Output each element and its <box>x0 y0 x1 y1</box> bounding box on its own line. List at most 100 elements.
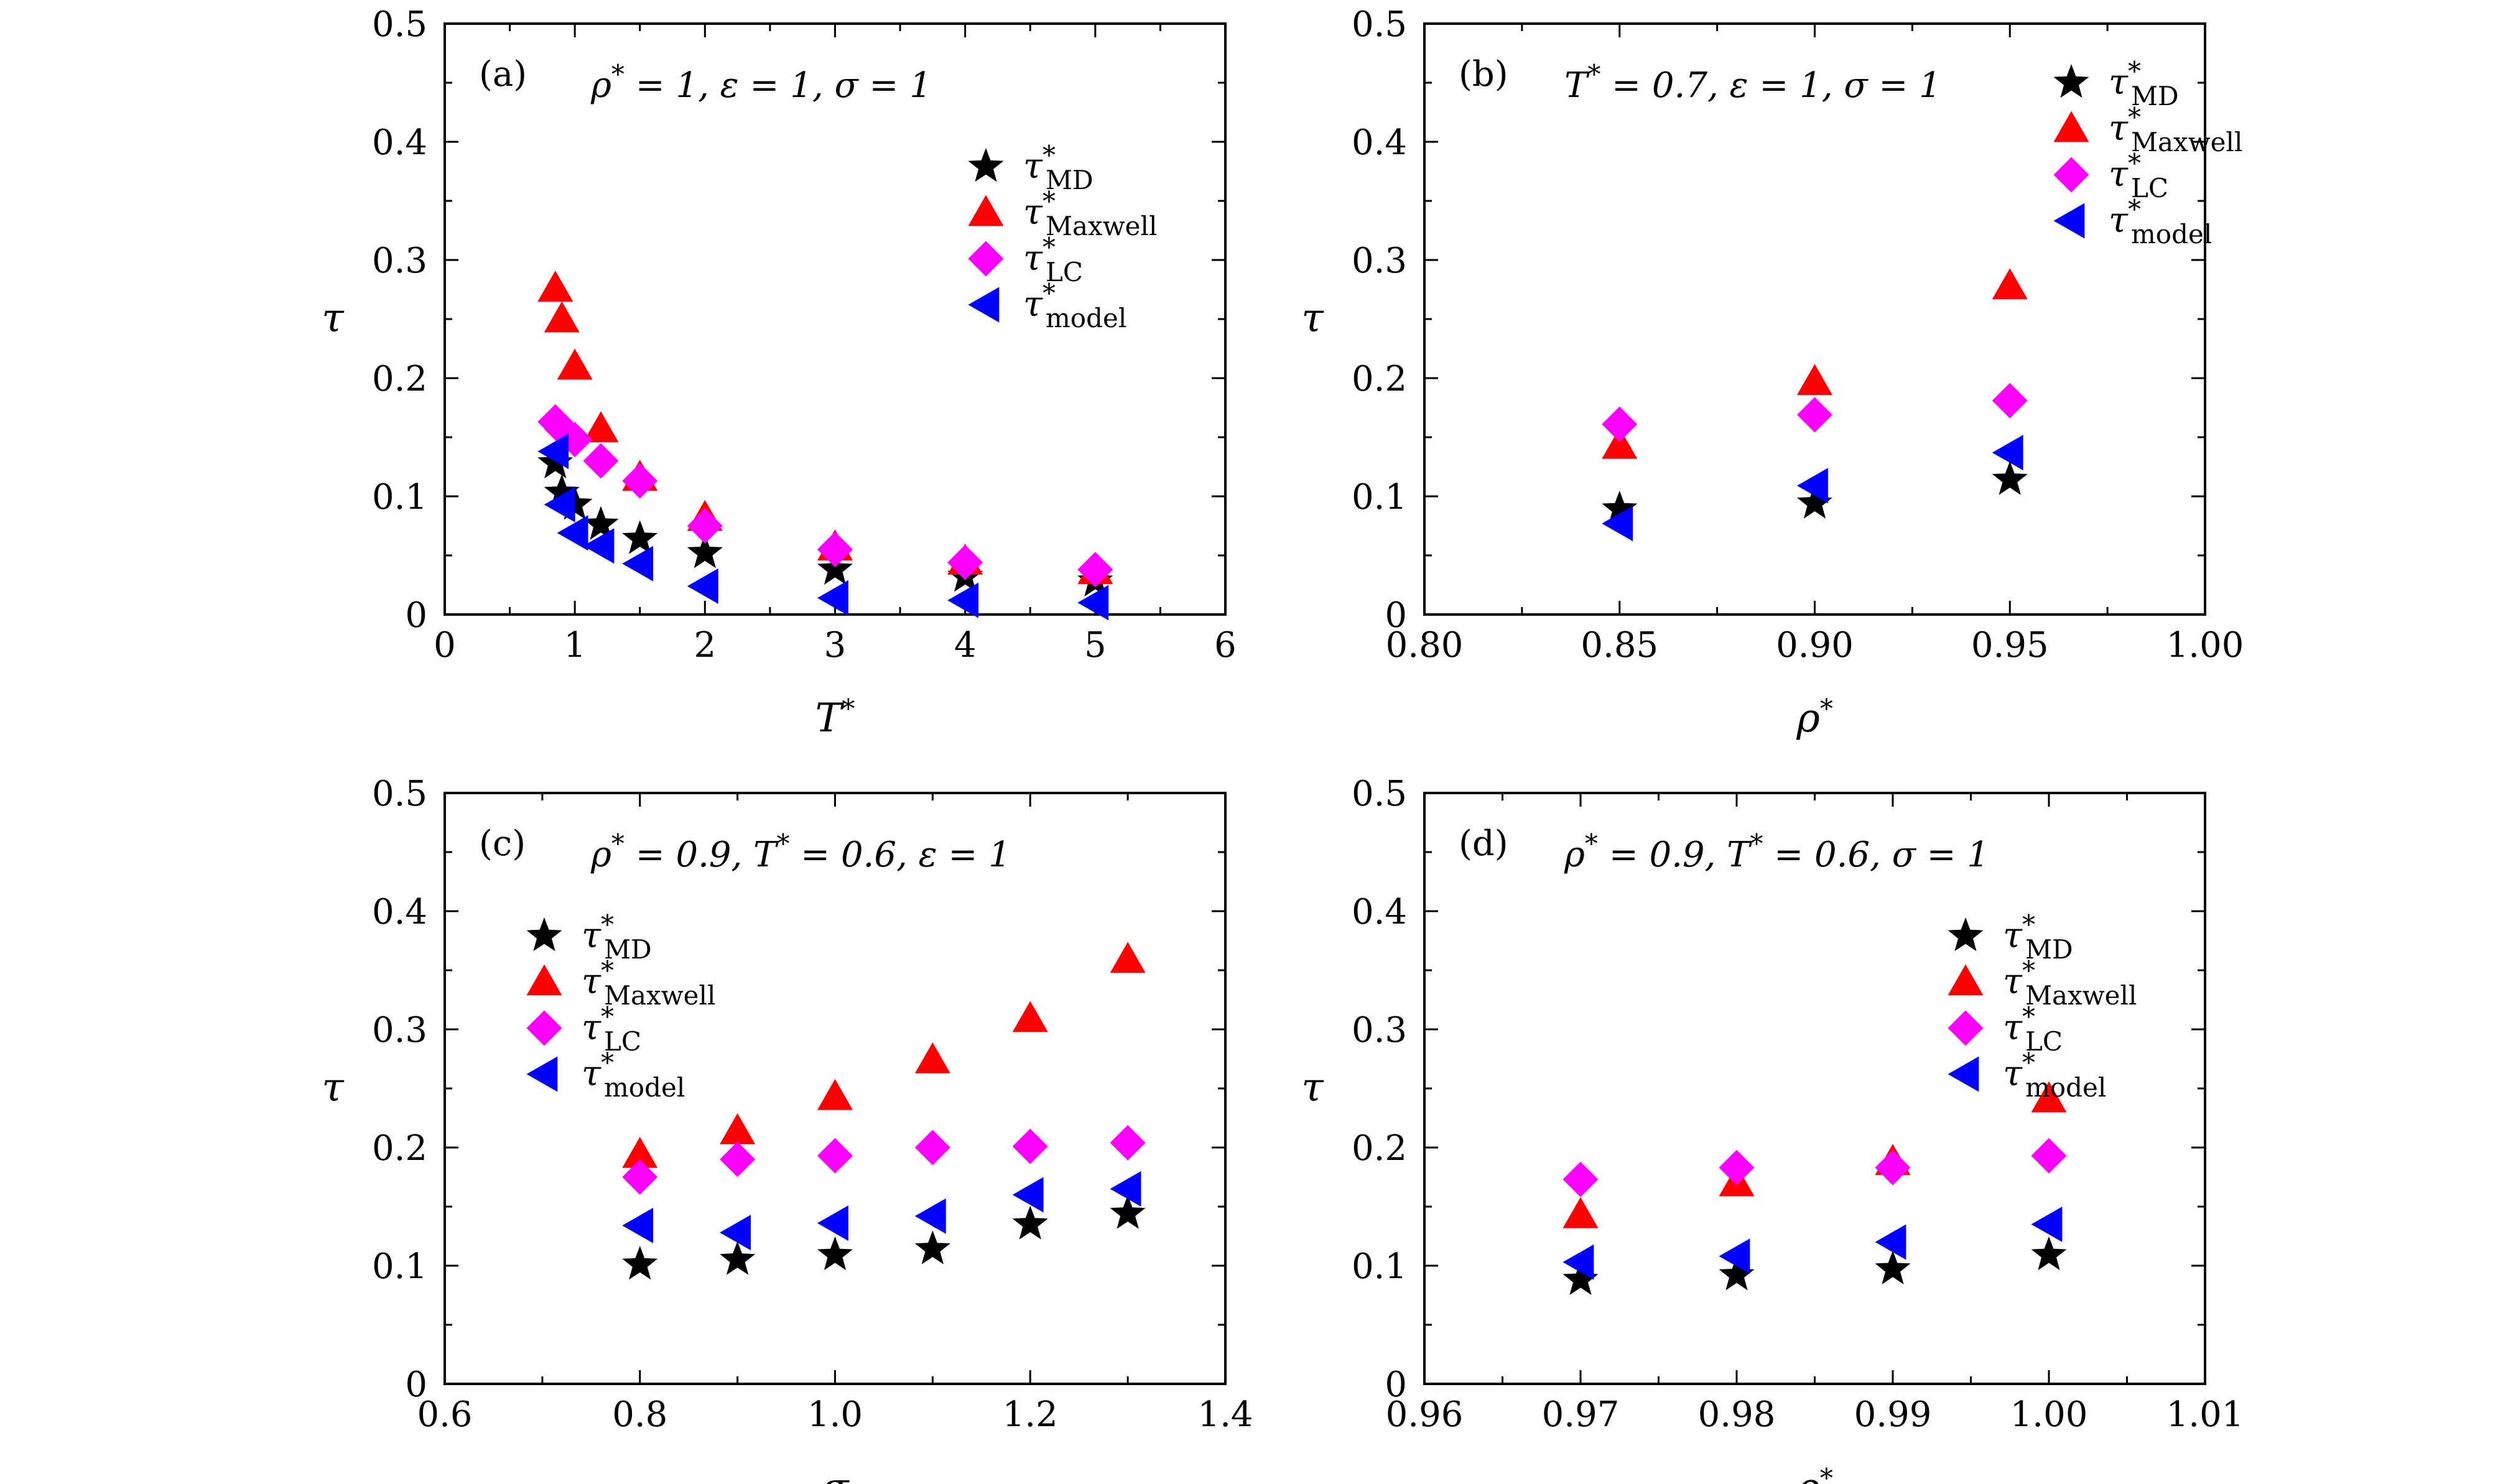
x-tick-label: 0.95 <box>1971 625 2049 665</box>
legend-label-tau_model: τ* model <box>582 1047 685 1103</box>
data-point-tau_MD <box>914 1230 950 1264</box>
x-tick-label: 1.0 <box>807 1394 863 1435</box>
data-point-tau_LC <box>1602 406 1638 442</box>
x-axis-label: ρ* <box>1796 693 1833 741</box>
panel-label: (c) <box>479 823 526 864</box>
legend-label-tau_Maxwell: τ* Maxwell <box>582 955 715 1011</box>
x-tick-label: 1.01 <box>2166 1394 2244 1435</box>
data-point-tau_model <box>817 580 848 616</box>
data-point-tau_LC <box>817 532 853 567</box>
data-point-tau_model <box>947 582 979 618</box>
legend-marker-tau_MD <box>1948 917 1984 952</box>
legend-label-tau_model: τ* model <box>2003 1047 2106 1103</box>
data-point-tau_model <box>817 1205 848 1241</box>
panel-0: 0 1 2 3 4 5 6 0 0.1 0.2 0.3 0.4 0.5 T* τ (a) ρ* = 1, ε =… <box>322 4 1237 741</box>
legend-label-tau_LC: τ* LC <box>1023 232 1083 287</box>
x-tick-label: 5 <box>1084 625 1107 665</box>
data-point-tau_LC <box>817 1138 853 1174</box>
y-tick-label: 0.4 <box>1352 892 1407 932</box>
data-point-tau_model <box>1875 1224 1906 1260</box>
data-point-tau_MD <box>1719 1256 1755 1291</box>
y-tick-label: 0.2 <box>372 1128 427 1169</box>
conditions-annotation: ρ* = 0.9, T* = 0.6, ε = 1 <box>590 828 1011 875</box>
data-point-tau_MD <box>1562 1261 1599 1296</box>
data-point-tau_LC <box>947 544 983 580</box>
data-point-tau_MD <box>1602 490 1638 525</box>
x-tick-label: 1.00 <box>2166 625 2244 665</box>
y-axis-label: τ <box>322 1065 345 1111</box>
legend-marker-tau_LC <box>1948 1010 1984 1046</box>
y-axis-label: τ <box>322 295 345 341</box>
panel-1: 0.80 0.85 0.90 0.95 1.00 0 0.1 0.2 0.3 0.4 0.5 ρ* τ (… <box>1301 4 2244 741</box>
data-point-tau_MD <box>2031 1236 2067 1271</box>
data-point-tau_Maxwell <box>537 271 573 302</box>
data-point-tau_LC <box>622 1159 658 1195</box>
legend-label-tau_Maxwell: τ* Maxwell <box>1023 186 1157 241</box>
y-tick-label: 0.3 <box>1352 1010 1407 1050</box>
data-point-tau_MD <box>1875 1250 1911 1284</box>
data-point-tau_LC <box>583 443 619 479</box>
legend-label-tau_Maxwell: τ* Maxwell <box>2003 955 2137 1011</box>
data-point-tau_model <box>583 528 615 564</box>
x-tick-label: 6 <box>1214 625 1237 665</box>
conditions-annotation: ρ* = 1, ε = 1, σ = 1 <box>590 59 932 106</box>
data-point-tau_Maxwell <box>622 1136 658 1168</box>
data-point-tau_Maxwell <box>817 1078 853 1110</box>
data-point-tau_MD <box>720 1241 756 1275</box>
x-tick-label: 0.90 <box>1776 625 1854 665</box>
y-tick-label: 0 <box>1385 1365 1407 1405</box>
panel-2: 0.6 0.8 1.0 1.2 1.4 0 0.1 0.2 0.3 0.4 0.5 σ τ (c) ρ* =… <box>322 774 1253 1484</box>
x-tick-label: 0.98 <box>1698 1394 1776 1435</box>
data-point-tau_LC <box>1110 1125 1146 1161</box>
data-point-tau_model <box>687 568 718 604</box>
data-point-tau_model <box>1110 1171 1141 1207</box>
data-point-tau_LC <box>2031 1138 2067 1174</box>
legend-label-tau_MD: τ* MD <box>2003 909 2073 965</box>
y-tick-label: 0.5 <box>372 774 427 814</box>
data-point-tau_LC <box>1797 397 1832 433</box>
panel-label: (b) <box>1459 54 1508 95</box>
panel-label: (d) <box>1459 823 1508 864</box>
legend-marker-tau_Maxwell <box>968 195 1004 226</box>
y-tick-label: 0 <box>405 595 427 636</box>
data-point-tau_LC <box>687 508 723 544</box>
plot-frame <box>1423 22 2206 616</box>
data-point-tau_LC <box>622 463 658 499</box>
data-point-tau_LC <box>1992 383 2028 419</box>
x-tick-label: 0.80 <box>1386 625 1464 665</box>
y-tick-label: 0.1 <box>1352 477 1407 517</box>
x-tick-label: 0 <box>434 625 456 665</box>
data-point-tau_model <box>1602 506 1633 542</box>
data-point-tau_model <box>1562 1244 1594 1280</box>
y-tick-label: 0.1 <box>372 477 427 517</box>
data-point-tau_Maxwell <box>2031 1081 2067 1113</box>
data-point-tau_Maxwell <box>1602 427 1638 459</box>
legend-label-tau_LC: τ* LC <box>2003 1001 2063 1057</box>
data-point-tau_LC <box>1719 1149 1755 1185</box>
legend-marker-tau_Maxwell <box>2053 111 2089 142</box>
x-tick-label: 3 <box>824 625 847 665</box>
legend-marker-tau_LC <box>526 1010 562 1046</box>
y-tick-label: 0.2 <box>1352 1128 1407 1169</box>
legend-marker-tau_LC <box>2053 157 2089 193</box>
x-tick-label: 0.96 <box>1386 1394 1464 1435</box>
legend-label-tau_MD: τ* MD <box>582 909 652 965</box>
y-tick-label: 0 <box>405 1365 427 1405</box>
legend-label-tau_model: τ* model <box>1023 278 1126 333</box>
y-tick-label: 0.1 <box>372 1246 427 1287</box>
data-point-tau_LC <box>1077 552 1113 588</box>
data-point-tau_MD <box>817 1236 853 1271</box>
data-point-tau_Maxwell <box>1797 364 1832 396</box>
x-tick-label: 0.6 <box>417 1394 472 1435</box>
data-point-tau_LC <box>914 1129 950 1166</box>
data-point-tau_model <box>1992 435 2023 471</box>
legend-marker-tau_MD <box>2053 64 2089 98</box>
data-point-tau_model <box>1012 1177 1044 1213</box>
data-point-tau_Maxwell <box>1562 1197 1599 1228</box>
conditions-annotation: ρ* = 0.9, T* = 0.6, σ = 1 <box>1564 828 1989 875</box>
y-tick-label: 0.4 <box>372 123 427 163</box>
legend-marker-tau_MD <box>968 148 1004 182</box>
y-tick-label: 0.4 <box>1352 123 1407 163</box>
panel-label: (a) <box>479 54 527 95</box>
x-axis-label: T* <box>815 693 855 741</box>
